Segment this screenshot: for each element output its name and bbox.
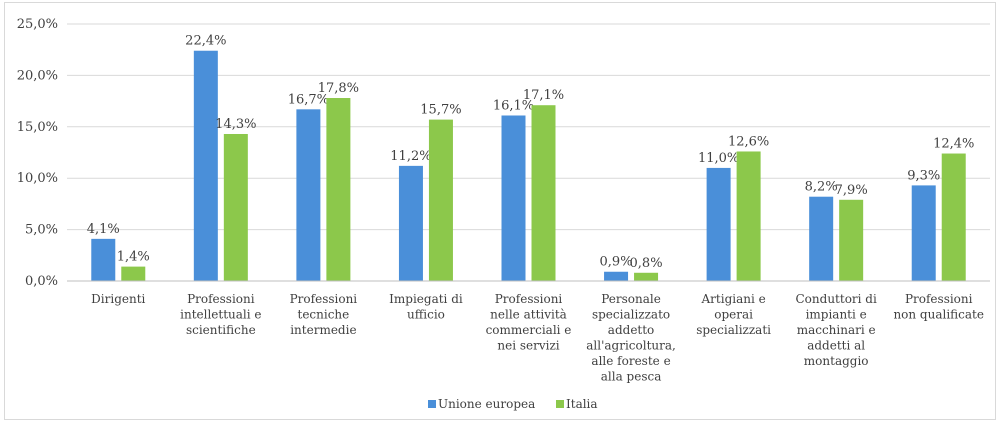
bar-italia xyxy=(531,105,556,281)
data-label: 8,2% xyxy=(805,180,838,195)
category-label: Professioni xyxy=(290,292,358,306)
category-label: commerciali e xyxy=(486,323,572,337)
bar-ue xyxy=(296,109,321,281)
data-label: 0,9% xyxy=(600,255,633,270)
data-label: 17,1% xyxy=(523,88,564,103)
category-label: alla pesca xyxy=(601,370,662,384)
bar-italia xyxy=(839,199,864,281)
data-label: 16,1% xyxy=(493,98,534,113)
y-tick-label: 20,0% xyxy=(17,68,58,83)
bar-italia xyxy=(428,119,453,281)
category-label: specializzato xyxy=(592,308,670,322)
data-label: 11,0% xyxy=(698,151,739,166)
category-label: all'agricoltura, xyxy=(586,339,676,353)
bar-ue xyxy=(809,196,834,281)
legend-label: Italia xyxy=(566,397,598,411)
category-label: specializzati xyxy=(696,323,771,337)
category-label: scientifiche xyxy=(186,323,256,337)
category-label: Personale xyxy=(601,292,661,306)
data-label: 12,4% xyxy=(933,137,974,152)
bar-ue xyxy=(911,185,936,281)
legend-swatch-ue xyxy=(428,400,436,408)
data-label: 1,4% xyxy=(117,250,150,265)
category-label: non qualificate xyxy=(893,308,984,322)
data-label: 15,7% xyxy=(420,103,461,118)
category-label: Professioni xyxy=(495,292,563,306)
bar-ue xyxy=(706,167,731,281)
category-label: ufficio xyxy=(407,308,445,322)
bar-ue xyxy=(501,115,526,281)
bar-italia xyxy=(223,133,248,281)
bar-italia xyxy=(326,98,351,282)
category-label: Dirigenti xyxy=(91,292,145,306)
category-label: addetti al xyxy=(807,339,865,353)
data-label: 14,3% xyxy=(215,117,256,132)
data-label: 7,9% xyxy=(835,183,868,198)
category-label: intellettuali e xyxy=(180,308,261,322)
data-label: 22,4% xyxy=(185,34,226,49)
bar-italia xyxy=(121,266,146,281)
y-tick-label: 25,0% xyxy=(17,17,58,32)
category-label: tecniche xyxy=(298,308,350,322)
bar-ue xyxy=(193,50,218,282)
category-label: Conduttori di xyxy=(796,292,877,306)
category-label: addetto xyxy=(608,323,655,337)
data-label: 16,7% xyxy=(288,92,329,107)
legend-label: Unione europea xyxy=(438,397,535,411)
data-label: 9,3% xyxy=(907,168,940,183)
y-tick-label: 0,0% xyxy=(25,274,58,289)
data-label: 4,1% xyxy=(87,222,120,237)
data-label: 17,8% xyxy=(318,81,359,96)
data-label: 0,8% xyxy=(630,256,663,271)
bar-ue xyxy=(91,238,116,281)
category-label: nei servizi xyxy=(497,339,559,353)
category-label: Artigiani e xyxy=(701,292,766,306)
bar-italia xyxy=(634,272,659,281)
category-label: intermedie xyxy=(290,323,356,337)
data-label: 12,6% xyxy=(728,134,769,149)
category-label: Professioni xyxy=(905,292,973,306)
category-label: macchinari e xyxy=(797,323,876,337)
category-label: montaggio xyxy=(804,354,869,368)
data-label: 11,2% xyxy=(390,149,431,164)
category-label: impianti e xyxy=(806,308,867,322)
category-label: Professioni xyxy=(187,292,255,306)
bar-ue xyxy=(398,165,423,281)
y-tick-label: 15,0% xyxy=(17,120,58,135)
bar-italia xyxy=(941,153,966,281)
category-label: alle foreste e xyxy=(591,354,670,368)
category-label: nelle attività xyxy=(490,308,567,322)
legend-swatch-italia xyxy=(556,400,564,408)
category-label: operai xyxy=(714,308,753,322)
category-label: Impiegati di xyxy=(389,292,463,306)
y-tick-label: 5,0% xyxy=(25,223,58,238)
y-tick-label: 10,0% xyxy=(17,171,58,186)
bar-italia xyxy=(736,151,761,281)
bar-ue xyxy=(604,271,629,281)
